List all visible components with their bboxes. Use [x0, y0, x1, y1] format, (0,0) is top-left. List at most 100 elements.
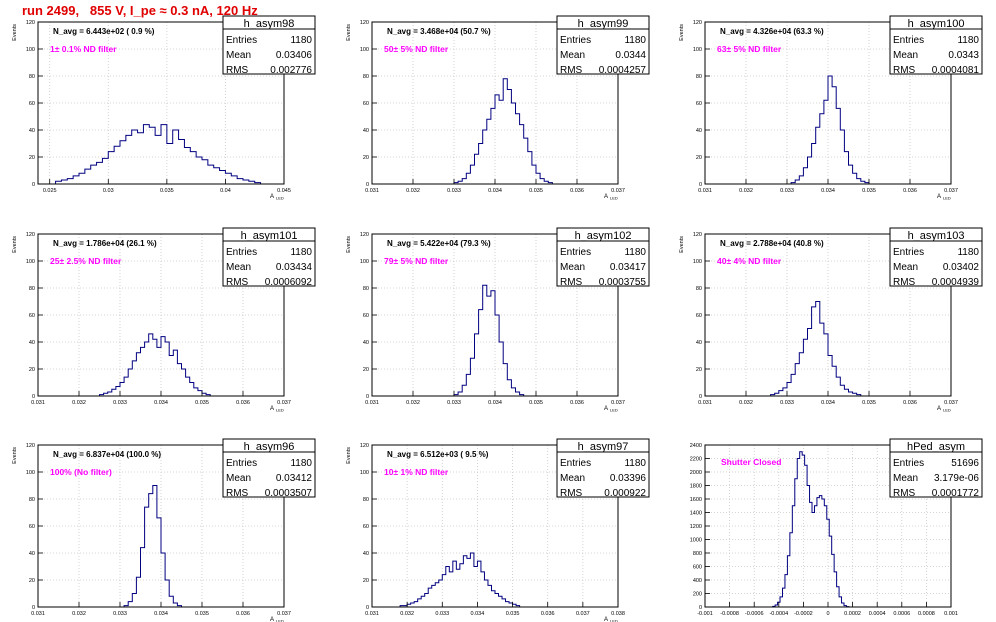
- y-tick-label: 120: [693, 20, 702, 26]
- y-tick-label: 0: [366, 182, 369, 188]
- x-tick-label: 0.036: [541, 611, 555, 617]
- stat-label: Mean: [893, 262, 918, 273]
- y-tick-label: 2000: [690, 470, 702, 476]
- y-tick-label: 100: [693, 259, 702, 265]
- y-tick-label: 1000: [690, 538, 702, 544]
- y-tick-label: 20: [363, 578, 369, 584]
- x-tick-label: 0.037: [277, 400, 291, 406]
- x-tick-label: 0.031: [698, 188, 712, 194]
- x-tick-label: 0.036: [236, 400, 250, 406]
- x-tick-label: 0.032: [406, 400, 420, 406]
- y-tick-label: 100: [360, 47, 369, 53]
- x-tick-label: 0.031: [365, 188, 379, 194]
- x-tick-label: 0.034: [488, 188, 502, 194]
- stat-value: 0.03412: [276, 473, 313, 484]
- x-tick-label: 0.031: [698, 400, 712, 406]
- y-tick-label: 200: [693, 592, 702, 598]
- x-tick-label: 0.032: [406, 188, 420, 194]
- stats-box: [222, 227, 316, 287]
- y-tick-label: 2200: [690, 457, 702, 463]
- stat-label: Mean: [560, 262, 585, 273]
- filter-label: 40± 4% ND filter: [717, 256, 782, 266]
- x-tick-label: 0.037: [277, 611, 291, 617]
- y-axis-label: Events: [12, 24, 18, 41]
- stat-value: 0.0003755: [599, 277, 647, 288]
- stat-value: 1180: [290, 35, 312, 46]
- x-tick-label: 0.033: [780, 188, 794, 194]
- histogram-name: h_asym97: [578, 441, 629, 453]
- navg-label: N_avg = 3.468e+04 (50.7 %): [387, 27, 491, 36]
- y-tick-label: 800: [693, 551, 702, 557]
- stat-value: 0.03402: [943, 262, 980, 273]
- stats-box: [556, 227, 650, 287]
- y-tick-label: 0: [366, 394, 369, 400]
- x-tick-label: 0.034: [821, 188, 835, 194]
- stat-label: Mean: [893, 473, 918, 484]
- y-tick-label: 100: [26, 259, 35, 265]
- x-tick-label: -0.0002: [794, 611, 813, 617]
- y-tick-label: 40: [696, 128, 702, 134]
- x-tick-label: 0.032: [739, 188, 753, 194]
- x-tick-label: 0.03: [103, 188, 114, 194]
- x-tick-label: 0.035: [506, 611, 520, 617]
- filter-label: 1± 0.1% ND filter: [50, 44, 117, 54]
- y-axis-label: Events: [12, 447, 18, 464]
- histogram-name: hPed_asym: [907, 441, 965, 453]
- x-tick-label: 0.037: [611, 400, 625, 406]
- histogram-name: h_asym96: [244, 441, 295, 453]
- y-tick-label: 80: [363, 497, 369, 503]
- histogram-name: h_asym101: [241, 230, 298, 242]
- x-tick-label: 0.036: [236, 611, 250, 617]
- y-tick-label: 40: [363, 551, 369, 557]
- x-tick-label: 0.035: [160, 188, 174, 194]
- histogram-bars: [399, 552, 521, 607]
- stat-label: Entries: [893, 35, 924, 46]
- y-tick-label: 1600: [690, 497, 702, 503]
- x-tick-label: 0.032: [739, 400, 753, 406]
- stat-value: 1180: [957, 35, 979, 46]
- y-tick-label: 120: [693, 232, 702, 238]
- y-tick-label: 2400: [690, 443, 702, 449]
- stat-label: RMS: [560, 65, 583, 76]
- histogram-name: h_asym98: [244, 18, 295, 30]
- histogram-name: h_asym102: [575, 230, 632, 242]
- filter-label: Shutter Closed: [721, 457, 781, 467]
- histogram-name: h_asym99: [578, 18, 629, 30]
- x-tick-label: 0.025: [43, 188, 57, 194]
- page-title: run 2499, 855 V, I_pe ≈ 0.3 nA, 120 Hz: [22, 3, 258, 18]
- y-tick-label: 400: [693, 578, 702, 584]
- x-tick-label: 0.032: [72, 400, 86, 406]
- stat-label: Entries: [893, 458, 924, 469]
- histogram-panel-h_asym98: 0 20 40 60 80 100 120 0.025 0.03 0.035 0.04 0.045 Ev…: [12, 15, 316, 201]
- x-tick-label: 0.0006: [893, 611, 910, 617]
- stats-box: [222, 438, 316, 498]
- stat-label: Entries: [226, 35, 257, 46]
- stat-value: 0.000922: [604, 488, 646, 499]
- filter-label: 79± 5% ND filter: [384, 256, 449, 266]
- navg-label: N_avg = 6.443e+02 ( 0.9 %): [53, 27, 155, 36]
- y-tick-label: 100: [26, 470, 35, 476]
- stat-value: 1180: [624, 35, 646, 46]
- stat-value: 0.0343: [948, 50, 979, 61]
- navg-label: N_avg = 6.512e+03 ( 9.5 %): [387, 450, 489, 459]
- y-tick-label: 80: [363, 286, 369, 292]
- y-axis-label: Events: [346, 447, 352, 464]
- stats-box: [889, 438, 983, 498]
- stat-value: 3.179e-06: [934, 473, 979, 484]
- y-tick-label: 0: [32, 182, 35, 188]
- y-tick-label: 0: [699, 394, 702, 400]
- x-tick-label: 0.035: [195, 400, 209, 406]
- x-tick-label: 0.033: [113, 400, 127, 406]
- x-tick-label: -0.0004: [769, 611, 788, 617]
- histogram-panel-h_asym96: 0 20 40 60 80 100 120 0.031 0.032 0.033 0.034 0.035…: [12, 438, 316, 622]
- navg-label: N_avg = 5.422e+04 (79.3 %): [387, 239, 491, 248]
- histogram-panel-h_asym99: 0 20 40 60 80 100 120 0.031 0.032 0.033 0.034 0.035…: [346, 15, 650, 201]
- stat-label: RMS: [226, 65, 249, 76]
- y-tick-label: 1200: [690, 524, 702, 530]
- histogram-panel-h_asym102: 0 20 40 60 80 100 120 0.031 0.032 0.033 0.034 0.035…: [346, 227, 650, 413]
- filter-label: 10± 1% ND filter: [384, 467, 449, 477]
- x-tick-label: 0.036: [570, 188, 584, 194]
- x-tick-label: 0.033: [113, 611, 127, 617]
- stat-label: Entries: [560, 247, 591, 258]
